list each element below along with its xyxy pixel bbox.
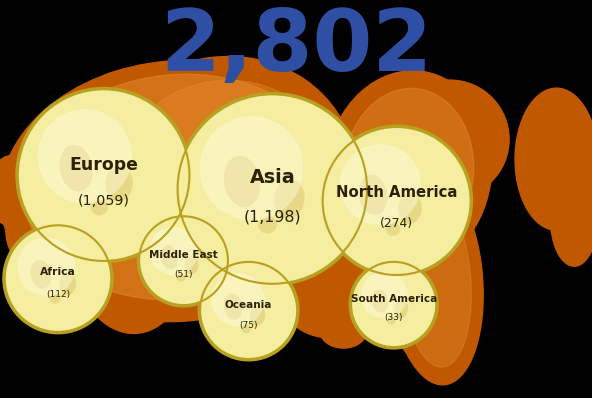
Circle shape: [18, 89, 189, 261]
Ellipse shape: [399, 190, 471, 367]
Ellipse shape: [250, 305, 265, 326]
Circle shape: [200, 116, 304, 220]
Ellipse shape: [91, 200, 108, 215]
Text: (75): (75): [239, 320, 258, 330]
Text: 2,802: 2,802: [160, 6, 432, 89]
Ellipse shape: [47, 69, 213, 281]
Circle shape: [15, 87, 192, 263]
Circle shape: [17, 238, 76, 296]
Circle shape: [340, 144, 421, 225]
Ellipse shape: [1, 60, 355, 322]
Ellipse shape: [372, 289, 388, 313]
Ellipse shape: [184, 256, 199, 275]
Text: Europe: Europe: [69, 156, 138, 174]
Circle shape: [5, 225, 111, 332]
Ellipse shape: [397, 291, 456, 362]
Ellipse shape: [515, 88, 592, 230]
Circle shape: [351, 262, 436, 347]
Circle shape: [361, 272, 408, 318]
Text: (51): (51): [174, 269, 193, 279]
Circle shape: [149, 226, 198, 275]
Ellipse shape: [274, 179, 304, 219]
Ellipse shape: [59, 273, 76, 295]
Ellipse shape: [71, 168, 189, 334]
Circle shape: [320, 125, 473, 277]
Ellipse shape: [224, 293, 243, 320]
Ellipse shape: [118, 80, 332, 270]
Ellipse shape: [242, 324, 251, 333]
Ellipse shape: [207, 227, 314, 298]
Ellipse shape: [6, 201, 41, 260]
Circle shape: [178, 94, 367, 284]
Circle shape: [200, 262, 297, 359]
Circle shape: [175, 92, 369, 286]
Ellipse shape: [224, 156, 260, 207]
Ellipse shape: [394, 300, 408, 318]
Ellipse shape: [387, 172, 483, 385]
Ellipse shape: [24, 74, 332, 300]
Ellipse shape: [359, 175, 387, 215]
Ellipse shape: [551, 172, 592, 266]
Ellipse shape: [60, 145, 93, 192]
Ellipse shape: [391, 80, 509, 199]
Text: (33): (33): [384, 313, 403, 322]
Circle shape: [349, 259, 439, 349]
Text: (1,059): (1,059): [78, 194, 130, 208]
Ellipse shape: [31, 260, 52, 289]
Ellipse shape: [325, 71, 492, 271]
Ellipse shape: [95, 57, 355, 294]
Ellipse shape: [278, 243, 385, 338]
Text: (112): (112): [46, 290, 70, 299]
Circle shape: [37, 109, 132, 203]
Text: Asia: Asia: [249, 168, 295, 187]
Circle shape: [211, 273, 265, 326]
Text: Africa: Africa: [40, 267, 76, 277]
Text: North America: North America: [336, 185, 458, 200]
Ellipse shape: [161, 245, 178, 269]
Ellipse shape: [387, 317, 396, 324]
Circle shape: [137, 214, 230, 308]
Ellipse shape: [398, 193, 422, 224]
Ellipse shape: [50, 294, 60, 304]
Circle shape: [323, 127, 471, 275]
Ellipse shape: [343, 88, 474, 254]
Text: (274): (274): [380, 217, 413, 230]
Text: Middle East: Middle East: [149, 250, 218, 260]
Text: South America: South America: [350, 295, 437, 304]
Text: Oceania: Oceania: [225, 300, 272, 310]
Circle shape: [139, 216, 228, 305]
Ellipse shape: [320, 312, 367, 348]
Circle shape: [2, 223, 114, 334]
Ellipse shape: [214, 198, 378, 296]
Text: (1,198): (1,198): [243, 210, 301, 225]
Ellipse shape: [0, 156, 36, 226]
Ellipse shape: [177, 273, 186, 281]
Ellipse shape: [385, 222, 400, 236]
Ellipse shape: [105, 166, 133, 202]
Ellipse shape: [258, 217, 277, 234]
Circle shape: [198, 259, 300, 361]
